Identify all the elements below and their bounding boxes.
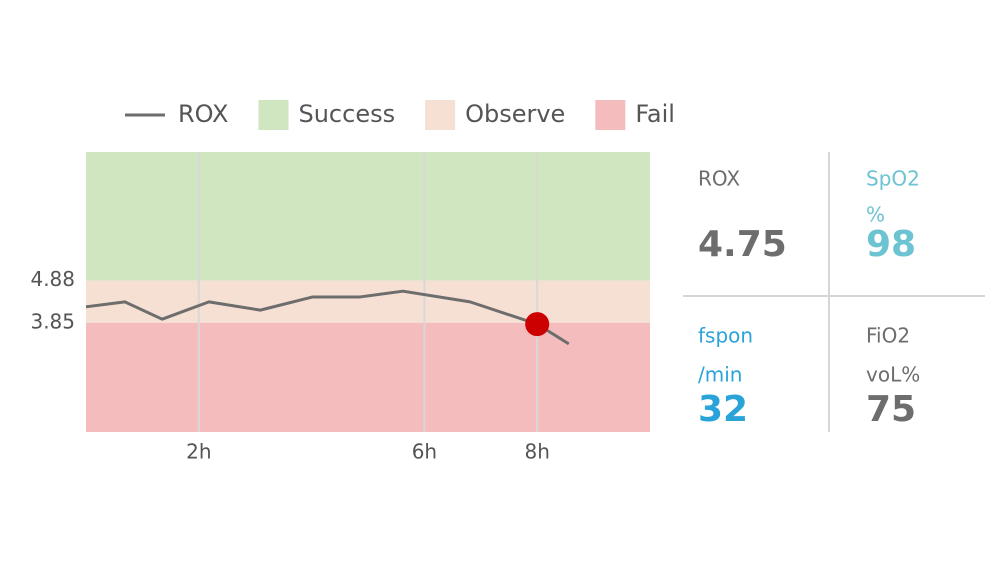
metric-value: 98 xyxy=(866,224,916,265)
metric-value: 75 xyxy=(866,389,916,430)
zone-band xyxy=(86,280,650,323)
metric-unit: voL% xyxy=(866,363,920,387)
metric-unit: % xyxy=(866,203,885,227)
legend-swatch xyxy=(595,100,626,130)
legend-label: ROX xyxy=(178,100,228,128)
metric-label: SpO2 xyxy=(866,167,920,191)
legend-label: Success xyxy=(298,100,395,128)
legend-label: Fail xyxy=(635,100,675,128)
x-tick-label: 6h xyxy=(412,440,437,464)
metric-unit: /min xyxy=(698,363,742,387)
metric-label: fspon xyxy=(698,324,753,348)
series-line xyxy=(85,289,570,346)
y-tick-label: 3.85 xyxy=(30,309,75,333)
metric-label: FiO2 xyxy=(866,324,910,348)
x-tick-label: 8h xyxy=(524,440,549,464)
legend-swatch xyxy=(258,100,289,130)
zone-band xyxy=(86,152,650,281)
metric-value: 4.75 xyxy=(698,224,787,265)
x-tick-label: 2h xyxy=(186,440,211,464)
y-tick-label: 4.88 xyxy=(30,267,75,291)
current-point xyxy=(525,312,550,337)
legend-swatch xyxy=(425,100,456,130)
zone-band xyxy=(86,322,650,432)
metric-label: ROX xyxy=(698,167,740,191)
metric-value: 32 xyxy=(698,389,748,430)
legend-label: Observe xyxy=(465,100,565,128)
